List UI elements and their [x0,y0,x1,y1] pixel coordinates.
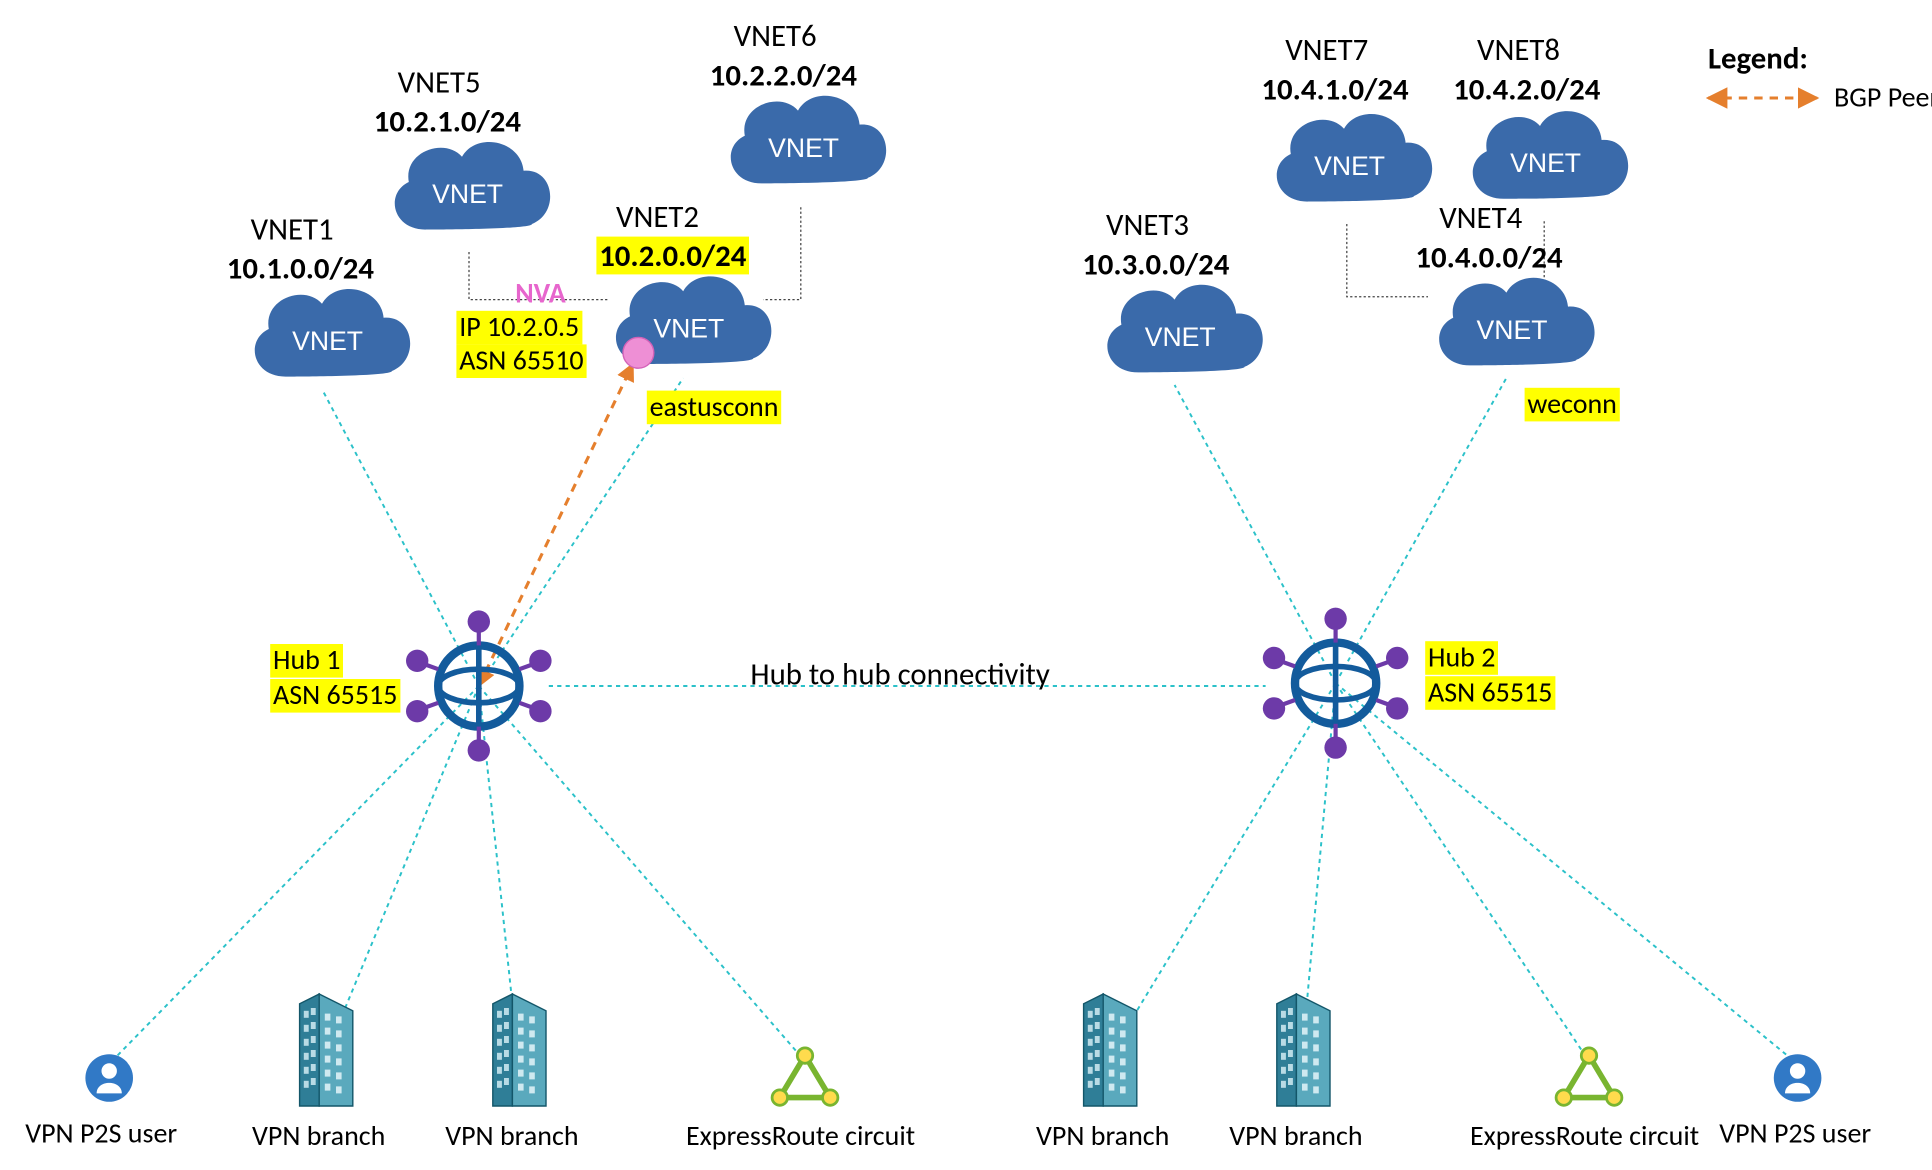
legend-title: Legend: [1708,39,1808,77]
vnet2-name: VNET2 [616,197,699,235]
vnet3-cidr: 10.3.0.0/24 [1082,245,1229,283]
vnet3-name: VNET3 [1106,206,1189,244]
vnet4-name: VNET4 [1439,199,1522,237]
nva-asn: ASN 65510 [456,344,586,378]
vnet6-cidr: 10.2.2.0/24 [710,56,857,94]
vnet2-cidr: 10.2.0.0/24 [596,237,749,275]
p2s1-label: VPN P2S user [25,1117,177,1151]
hub2-label: Hub 2 ASN 65515 [1425,641,1555,711]
vnet7-name: VNET7 [1285,31,1368,69]
nva-title: NVA [515,277,565,311]
vnet1-cidr: 10.1.0.0/24 [227,249,374,287]
er1-label: ExpressRoute circuit [686,1120,915,1154]
er2-label: ExpressRoute circuit [1470,1120,1699,1154]
vnet8-cidr: 10.4.2.0/24 [1453,70,1600,108]
eastus-conn: eastusconn [647,391,781,425]
vnet7-cidr: 10.4.1.0/24 [1261,70,1408,108]
b3-label: VPN branch [1036,1120,1169,1154]
legend-item: BGP Peering [1834,81,1932,115]
vnet5-name: VNET5 [398,63,481,101]
we-conn: weconn [1525,388,1620,422]
vnet8-name: VNET8 [1477,31,1560,69]
nva-ip: IP 10.2.0.5 [456,311,582,345]
p2s2-label: VPN P2S user [1719,1117,1871,1151]
hub1-label: Hub 1 ASN 65515 [270,644,400,714]
b2-label: VPN branch [445,1120,578,1154]
vnet1-name: VNET1 [251,210,334,248]
b1-label: VPN branch [252,1120,385,1154]
vnet5-cidr: 10.2.1.0/24 [374,102,521,140]
b4-label: VPN branch [1229,1120,1362,1154]
vnet6-name: VNET6 [734,17,817,55]
vnet4-cidr: 10.4.0.0/24 [1415,238,1562,276]
hubtohub-label: Hub to hub connectivity [750,655,1049,693]
